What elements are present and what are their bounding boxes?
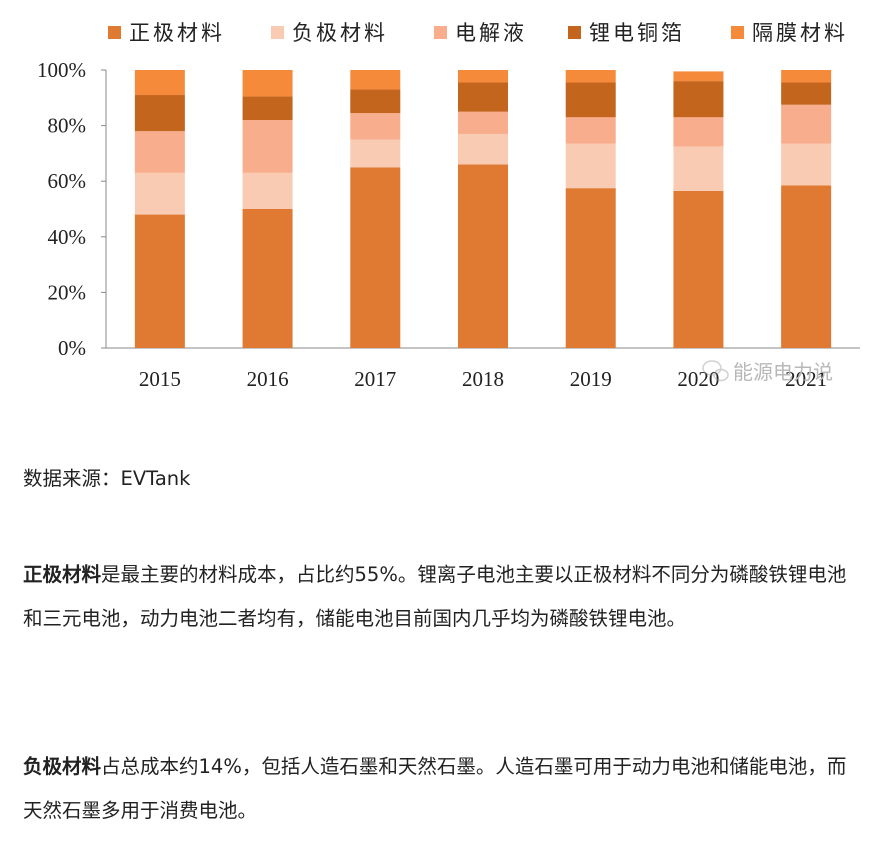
- y-tick-label: 40%: [48, 225, 87, 249]
- paragraph-cathode-title: 正极材料: [23, 563, 102, 586]
- bar-segment: [134, 131, 185, 173]
- stacked-bar-chart: 正极材料 负极材料 电解液 锂电铜箔 隔膜材料 0% 20% 40% 60% 80% 100% 2…: [37, 21, 860, 391]
- source-note: 数据来源：EVTank: [23, 467, 191, 490]
- bar-segment: [134, 214, 185, 348]
- bar-segment: [673, 146, 724, 191]
- bar-segment: [134, 172, 185, 215]
- bar-segment: [781, 70, 832, 83]
- bar-segment: [565, 82, 616, 118]
- x-tick-label: 2019: [570, 367, 612, 391]
- legend-swatch: [731, 26, 744, 39]
- bar-segment: [350, 70, 401, 90]
- bar-segment: [134, 70, 185, 96]
- bar-segment: [350, 89, 401, 114]
- y-axis-ticks: 0% 20% 40% 60% 80% 100%: [37, 58, 106, 360]
- paragraph-cathode-body: 是最主要的材料成本，占比约55%。锂离子电池主要以正极材料不同分为磷酸铁锂电池和…: [23, 563, 847, 630]
- legend-label: 隔膜材料: [752, 21, 848, 45]
- paragraph-cathode: 正极材料是最主要的材料成本，占比约55%。锂离子电池主要以正极材料不同分为磷酸铁…: [23, 553, 863, 641]
- bar-segment: [242, 120, 293, 173]
- legend-label: 锂电铜箔: [589, 21, 685, 45]
- x-tick-label: 2018: [462, 367, 504, 391]
- bar-segment: [242, 172, 293, 209]
- legend-swatch: [568, 26, 581, 39]
- bar-segment: [673, 81, 724, 118]
- paragraph-anode: 负极材料占总成本约14%，包括人造石墨和天然石墨。人造石墨可用于动力电池和储能电…: [23, 745, 863, 833]
- bar-segment: [242, 96, 293, 121]
- bar-segment: [781, 82, 832, 105]
- y-tick-label: 60%: [48, 169, 87, 193]
- bar-segment: [781, 185, 832, 348]
- legend-swatch: [271, 26, 284, 39]
- bar-segment: [242, 209, 293, 348]
- bar-segment: [673, 71, 724, 82]
- bar-segment: [458, 164, 508, 348]
- legend-swatch: [108, 26, 121, 39]
- bar-segment: [673, 190, 724, 348]
- bar-segment: [242, 70, 293, 97]
- bar-segment: [350, 167, 401, 348]
- x-axis-ticks: 2015 2016 2017 2018 2019 2020 2021: [139, 367, 827, 391]
- bar-segment: [565, 143, 616, 189]
- bar-segment: [565, 117, 616, 144]
- chart-legend: 正极材料 负极材料 电解液 锂电铜箔 隔膜材料: [108, 21, 848, 45]
- x-tick-label: 2021: [785, 367, 827, 391]
- x-tick-label: 2020: [677, 367, 719, 391]
- bar-segment: [350, 113, 401, 140]
- bar-segment: [458, 82, 508, 112]
- y-tick-label: 0%: [58, 336, 86, 360]
- bar-segment: [458, 70, 508, 83]
- x-tick-label: 2017: [354, 367, 396, 391]
- y-tick-label: 100%: [37, 58, 86, 82]
- bar-segment: [565, 70, 616, 83]
- y-tick-label: 80%: [48, 114, 87, 138]
- bar-segment: [565, 188, 616, 348]
- x-tick-label: 2015: [139, 367, 181, 391]
- bar-segment: [350, 139, 401, 168]
- bar-series: [134, 70, 832, 348]
- watermark-text: 能源电力说: [733, 360, 833, 384]
- x-tick-label: 2016: [247, 367, 289, 391]
- legend-label: 负极材料: [292, 21, 388, 45]
- legend-label: 电解液: [455, 21, 527, 45]
- bar-segment: [458, 111, 508, 134]
- bar-segment: [781, 104, 832, 144]
- legend-label: 正极材料: [129, 21, 225, 45]
- paragraph-anode-title: 负极材料: [23, 755, 102, 778]
- bar-segment: [781, 143, 832, 186]
- watermark: 能源电力说: [702, 360, 833, 384]
- wechat-icon: [702, 360, 729, 382]
- bar-segment: [673, 117, 724, 147]
- y-tick-label: 20%: [48, 280, 87, 304]
- bar-segment: [134, 95, 185, 132]
- paragraph-anode-body: 占总成本约14%，包括人造石墨和天然石墨。人造石墨可用于动力电池和储能电池，而天…: [23, 755, 847, 822]
- legend-swatch: [434, 26, 447, 39]
- bar-segment: [458, 133, 508, 165]
